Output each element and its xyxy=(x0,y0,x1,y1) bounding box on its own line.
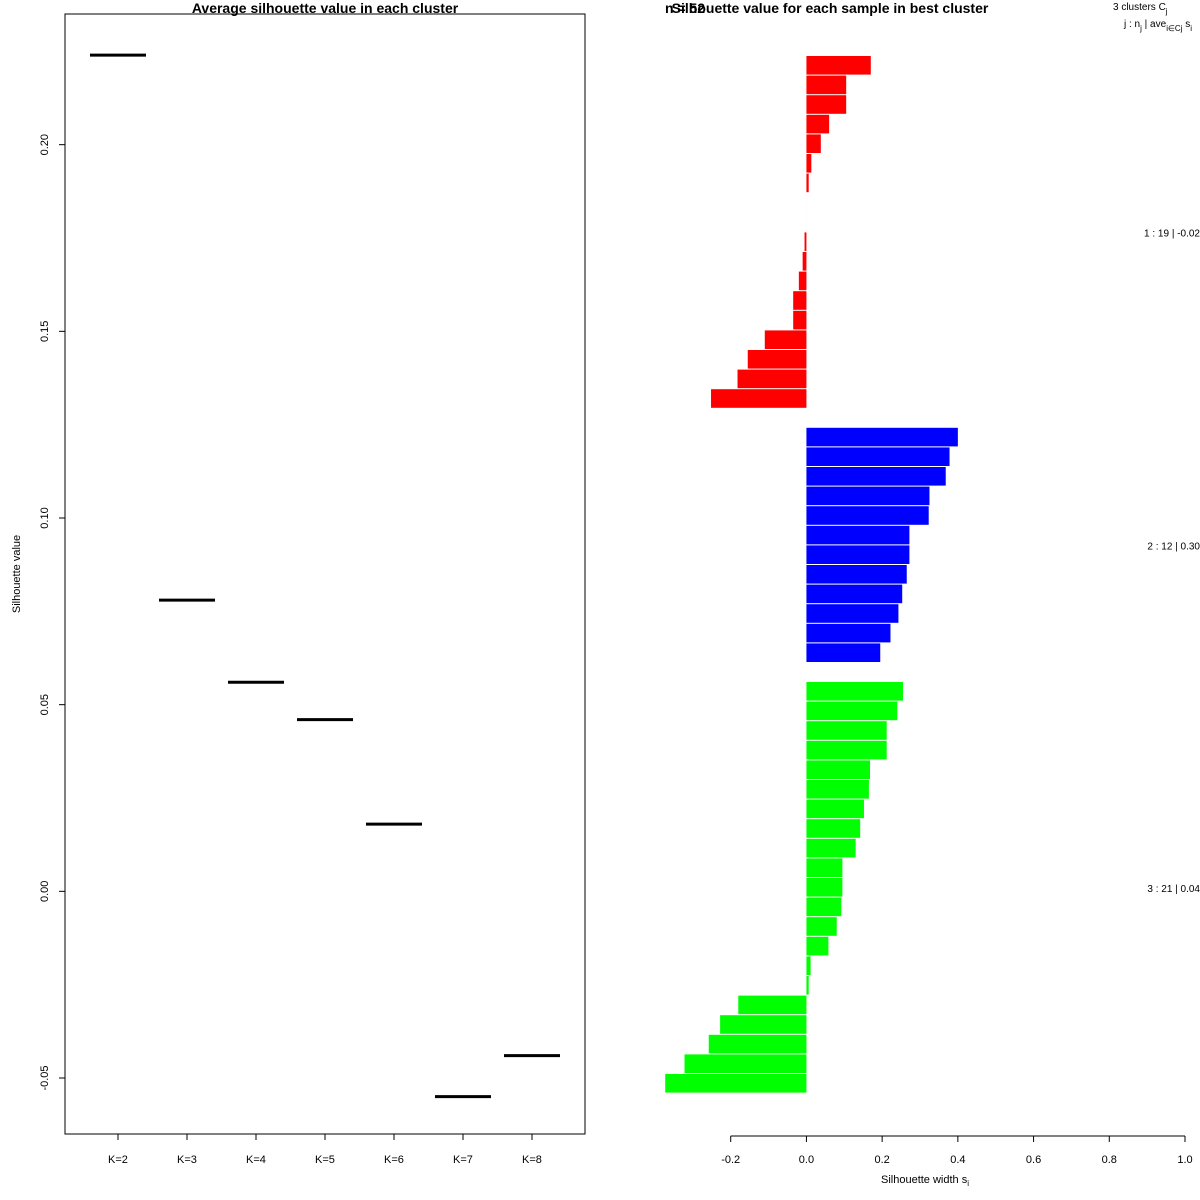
silhouette-bar xyxy=(665,1074,807,1093)
left-x-tick-label: K=3 xyxy=(177,1154,197,1166)
silhouette-bar xyxy=(806,447,950,466)
right-x-label-sub: i xyxy=(967,1179,969,1188)
left-chart-title: Average silhouette value in each cluster xyxy=(192,0,459,16)
left-x-axis: K=2 K=3 K=4 K=5 K=6 K=7 K=8 xyxy=(108,1134,542,1166)
left-y-tick-label: 0.00 xyxy=(39,881,51,902)
silhouette-bar xyxy=(806,643,881,662)
silhouette-bar xyxy=(806,114,830,134)
sample-silhouette-panel: n = 52 Silhouette value for each sample … xyxy=(665,0,1200,1188)
right-x-tick-label: -0.2 xyxy=(721,1154,740,1166)
silhouette-bar xyxy=(806,565,907,584)
silhouette-bar xyxy=(806,525,910,545)
silhouette-bar xyxy=(806,467,946,486)
silhouette-bar xyxy=(806,506,929,525)
silhouette-bar xyxy=(806,897,842,917)
header-line2-c: s xyxy=(1183,19,1191,30)
silhouette-bar xyxy=(806,623,891,643)
right-x-tick-label: 0.8 xyxy=(1102,1154,1117,1166)
left-x-tick-label: K=7 xyxy=(453,1154,473,1166)
header-line2-b: | ave xyxy=(1142,19,1167,30)
header-line-1: 3 clusters Cj xyxy=(1113,2,1168,16)
silhouette-bar xyxy=(684,1054,807,1073)
silhouette-bar xyxy=(711,389,807,408)
silhouette-bar xyxy=(806,721,887,740)
silhouette-bar xyxy=(806,173,809,193)
silhouette-bar xyxy=(806,95,847,114)
header-line1-sub: j xyxy=(1165,7,1168,16)
silhouette-bar xyxy=(737,369,807,389)
left-y-axis-label: Silhouette value xyxy=(11,535,23,613)
silhouette-bar xyxy=(806,976,809,995)
silhouette-bar xyxy=(720,1015,807,1034)
header-line1-text: 3 clusters C xyxy=(1113,2,1166,13)
right-x-label-text: Silhouette width s xyxy=(881,1174,968,1186)
left-plot-frame xyxy=(64,13,586,1135)
silhouette-bar xyxy=(806,154,812,173)
silhouette-bars xyxy=(665,56,958,1093)
silhouette-bar xyxy=(747,350,807,369)
header-line2-a: j : n xyxy=(1123,19,1140,30)
cluster-summary-labels: 1 : 19 | -0.02 2 : 12 | 0.30 3 : 21 | 0.04 xyxy=(1144,228,1200,894)
silhouette-bar xyxy=(806,427,958,447)
silhouette-bar xyxy=(806,682,903,701)
header-line-2: j : nj | avei∈Cj si xyxy=(1123,19,1192,33)
right-x-tick-label: 0.6 xyxy=(1026,1154,1041,1166)
cluster-summary-label: 2 : 12 | 0.30 xyxy=(1147,541,1200,552)
header-line2-sub2: i∈Cj xyxy=(1166,24,1183,33)
left-y-tick-label: 0.15 xyxy=(39,321,51,342)
silhouette-bar xyxy=(806,936,829,956)
header-line2-sub1: j xyxy=(1139,24,1142,33)
silhouette-bar xyxy=(806,486,930,506)
right-x-tick-label: 1.0 xyxy=(1177,1154,1192,1166)
right-chart-title: Silhouette value for each sample in best… xyxy=(672,0,989,16)
left-x-tick-label: K=5 xyxy=(315,1154,335,1166)
left-x-tick-label: K=6 xyxy=(384,1154,404,1166)
silhouette-bar xyxy=(806,917,837,936)
silhouette-bar xyxy=(806,819,861,838)
silhouette-bar xyxy=(806,604,899,623)
silhouette-bar xyxy=(708,1034,807,1054)
right-x-axis-label: Silhouette width si xyxy=(881,1174,969,1188)
right-x-tick-label: 0.0 xyxy=(799,1154,814,1166)
silhouette-bar xyxy=(802,252,807,271)
silhouette-bar xyxy=(806,56,871,75)
left-x-tick-label: K=8 xyxy=(522,1154,542,1166)
right-x-axis: -0.2 0.0 0.2 0.4 0.6 0.8 1.0 xyxy=(721,1135,1193,1166)
cluster-summary-label: 1 : 19 | -0.02 xyxy=(1144,228,1200,239)
left-x-tick-label: K=4 xyxy=(246,1154,266,1166)
silhouette-bar xyxy=(764,330,807,349)
left-x-tick-label: K=2 xyxy=(108,1154,128,1166)
cluster-summary-label: 3 : 21 | 0.04 xyxy=(1147,884,1200,895)
silhouette-bar xyxy=(793,310,807,330)
silhouette-bar xyxy=(806,740,887,760)
silhouette-bar xyxy=(806,701,898,721)
overlapping-n-text: n = 52 xyxy=(665,0,705,16)
silhouette-bar xyxy=(806,780,869,799)
silhouette-bar xyxy=(738,995,807,1015)
left-y-tick-label: 0.05 xyxy=(39,694,51,715)
silhouette-bar xyxy=(806,760,871,779)
left-y-tick-label: -0.05 xyxy=(39,1065,51,1090)
silhouette-bar xyxy=(806,134,821,153)
left-y-axis: -0.05 0.00 0.05 0.10 0.15 0.20 xyxy=(39,134,65,1091)
silhouette-bar xyxy=(798,271,807,291)
silhouette-bar xyxy=(806,956,811,975)
left-average-marks xyxy=(90,53,560,1099)
silhouette-bar xyxy=(806,858,843,877)
right-x-tick-label: 0.2 xyxy=(874,1154,889,1166)
silhouette-bar xyxy=(806,799,864,819)
silhouette-bar xyxy=(806,75,847,95)
left-y-tick-label: 0.10 xyxy=(39,507,51,528)
silhouette-bar xyxy=(804,232,807,251)
average-silhouette-panel: Average silhouette value in each cluster… xyxy=(11,0,586,1166)
silhouette-bar xyxy=(806,545,910,564)
silhouette-bar xyxy=(806,878,843,897)
silhouette-bar xyxy=(793,291,807,310)
silhouette-bar xyxy=(806,584,903,604)
right-x-tick-label: 0.4 xyxy=(950,1154,965,1166)
left-y-tick-label: 0.20 xyxy=(39,134,51,155)
silhouette-bar xyxy=(806,838,856,858)
header-line2-sub3: i xyxy=(1190,24,1192,33)
